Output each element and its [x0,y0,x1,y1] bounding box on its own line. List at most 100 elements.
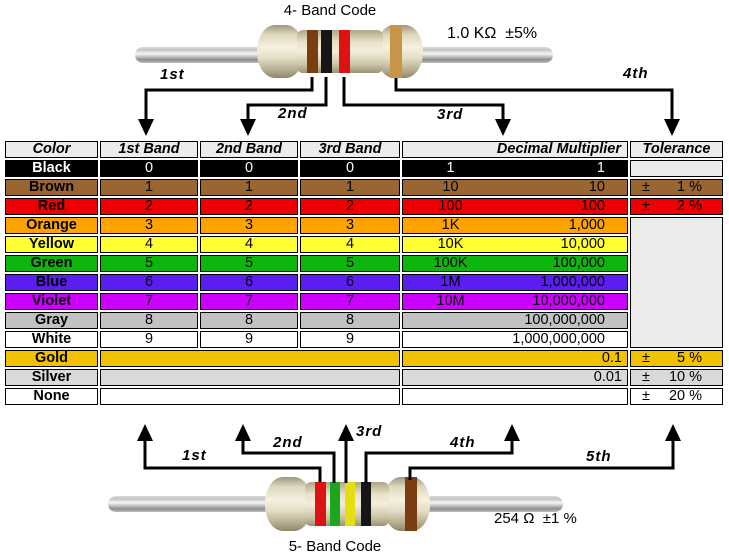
arrow-label-3rd-top: 3rd [437,106,464,123]
multiplier-value: 1,000,000 [540,274,605,290]
arrow-label-1st-top: 1st [160,66,185,83]
row-gold: Gold 0.1 ±5 % [5,350,723,367]
band3-digit-cell: 9 [300,331,400,348]
multiplier-cell: 0.1 [402,350,628,367]
multiplier-code: 1K [441,217,460,233]
arrowhead-4th-top [664,119,680,136]
arrow-4th-bottom [364,440,514,483]
col-header-1st-band: 1st Band [100,141,198,158]
multiplier-values: 0.1 [403,351,627,366]
multiplier-cell: 100 100 [402,198,628,215]
multiplier-value: 100,000 [552,255,605,271]
band3-digit-cell: 5 [300,255,400,272]
band1-digit-cell: 7 [100,293,198,310]
band2-digit-cell: 7 [200,293,298,310]
multiplier-value: 10,000 [560,236,605,252]
band2-digit-cell: 6 [200,274,298,291]
arrowhead-2nd-top [240,119,256,136]
multiplier-value: 1,000,000,000 [512,331,605,347]
color-name-cell: Brown [5,179,98,196]
row-brown: Brown 1 1 1 10 10 ±1 % [5,179,723,196]
multiplier-code: 100K [433,255,468,271]
tolerance-cell: ±1 % [630,179,723,196]
header-row: Color 1st Band 2nd Band 3rd Band Decimal Mul… [5,141,723,158]
color-name-cell: None [5,388,98,405]
band2-digit-cell: 4 [200,236,298,253]
resistor-band-brown [405,477,417,531]
multiplier-values: 1,000,000,000 [403,332,627,347]
tolerance-cell [630,160,723,177]
resistor-body-left [257,25,304,78]
color-name-cell: Blue [5,274,98,291]
arrowhead-4th-bottom [504,424,520,441]
multiplier-cell: 10K 10,000 [402,236,628,253]
resistor-band-red [315,482,326,526]
band1-digit-cell: 3 [100,217,198,234]
plus-minus-sign: ± [642,388,650,404]
multiplier-value: 0.01 [593,369,622,385]
color-name-cell: Gray [5,312,98,329]
plus-minus-sign: ± [642,179,650,195]
row-white: White 9 9 9 1,000,000,000 [5,331,723,348]
row-black: Black 0 0 0 1 1 [5,160,723,177]
band3-digit-cell: 8 [300,312,400,329]
resistor-band-gold [390,25,402,78]
multiplier-code: 1 [446,160,455,176]
color-name-cell: Orange [5,217,98,234]
arrow-label-4th-bottom: 4th [450,434,476,451]
tolerance-cell: ±10 % [630,369,723,386]
multiplier-cell: 10 10 [402,179,628,196]
tolerance-cell: ±20 % [630,388,723,405]
arrow-label-5th-bottom: 5th [586,448,612,465]
multiplier-code: 10 [442,179,459,195]
tolerance-percent: 10 % [668,369,702,385]
arrow-label-3rd-bottom: 3rd [356,423,383,440]
multiplier-value: 10,000,000 [532,293,605,309]
multiplier-value: 10 [588,179,605,195]
resistor-band-red [339,30,350,73]
resistor-band-black [361,482,371,526]
tolerance-percent: 5 % [677,350,702,366]
tolerance-value: ±2 % [631,199,722,214]
tolerance-cell: ±2 % [630,198,723,215]
resistor-band-black [321,30,332,73]
bands-merged-cell [100,388,400,405]
arrow-label-1st-bottom: 1st [182,447,207,464]
multiplier-cell: 1,000,000,000 [402,331,628,348]
resistor-band-green [330,482,340,526]
band2-digit-cell: 3 [200,217,298,234]
arrowhead-3rd-bottom [338,424,354,441]
multiplier-cell [402,388,628,405]
band3-digit-cell: 2 [300,198,400,215]
color-name-cell: White [5,331,98,348]
multiplier-code: 10K [437,236,464,252]
band2-digit-cell: 0 [200,160,298,177]
band3-digit-cell: 4 [300,236,400,253]
tolerance-value: ±1 % [631,180,722,195]
arrowhead-3rd-top [495,119,511,136]
col-header-color: Color [5,141,98,158]
row-green: Green 5 5 5 100K 100,000 [5,255,723,272]
tolerance-percent: 20 % [668,388,702,404]
band3-digit-cell: 3 [300,217,400,234]
band2-digit-cell: 8 [200,312,298,329]
row-red: Red 2 2 2 100 100 ±2 % [5,198,723,215]
col-header-3rd-band: 3rd Band [300,141,400,158]
multiplier-values: 10 10 [403,180,627,195]
col-header-2nd-band: 2nd Band [200,141,298,158]
arrowhead-5th-bottom [665,424,681,441]
row-orange: Orange 3 3 3 1K 1,000 [5,217,723,348]
row-yellow: Yellow 4 4 4 10K 10,000 [5,236,723,253]
band1-digit-cell: 8 [100,312,198,329]
multiplier-code: 100 [438,198,463,214]
tolerance-cell: ±5 % [630,350,723,367]
row-gray: Gray 8 8 8 100,000,000 [5,312,723,329]
color-name-cell: Green [5,255,98,272]
band1-digit-cell: 0 [100,160,198,177]
four-band-value-label: 1.0 KΩ ±5% [447,25,538,42]
row-blue: Blue 6 6 6 1M 1,000,000 [5,274,723,291]
row-none: None ±20 % [5,388,723,405]
